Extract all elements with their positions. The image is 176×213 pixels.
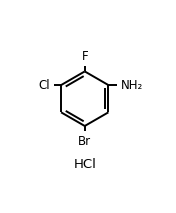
Text: Br: Br: [78, 135, 91, 148]
Text: Cl: Cl: [39, 79, 50, 92]
Text: HCl: HCl: [73, 158, 96, 171]
Text: F: F: [81, 50, 88, 63]
Text: NH₂: NH₂: [121, 79, 143, 92]
